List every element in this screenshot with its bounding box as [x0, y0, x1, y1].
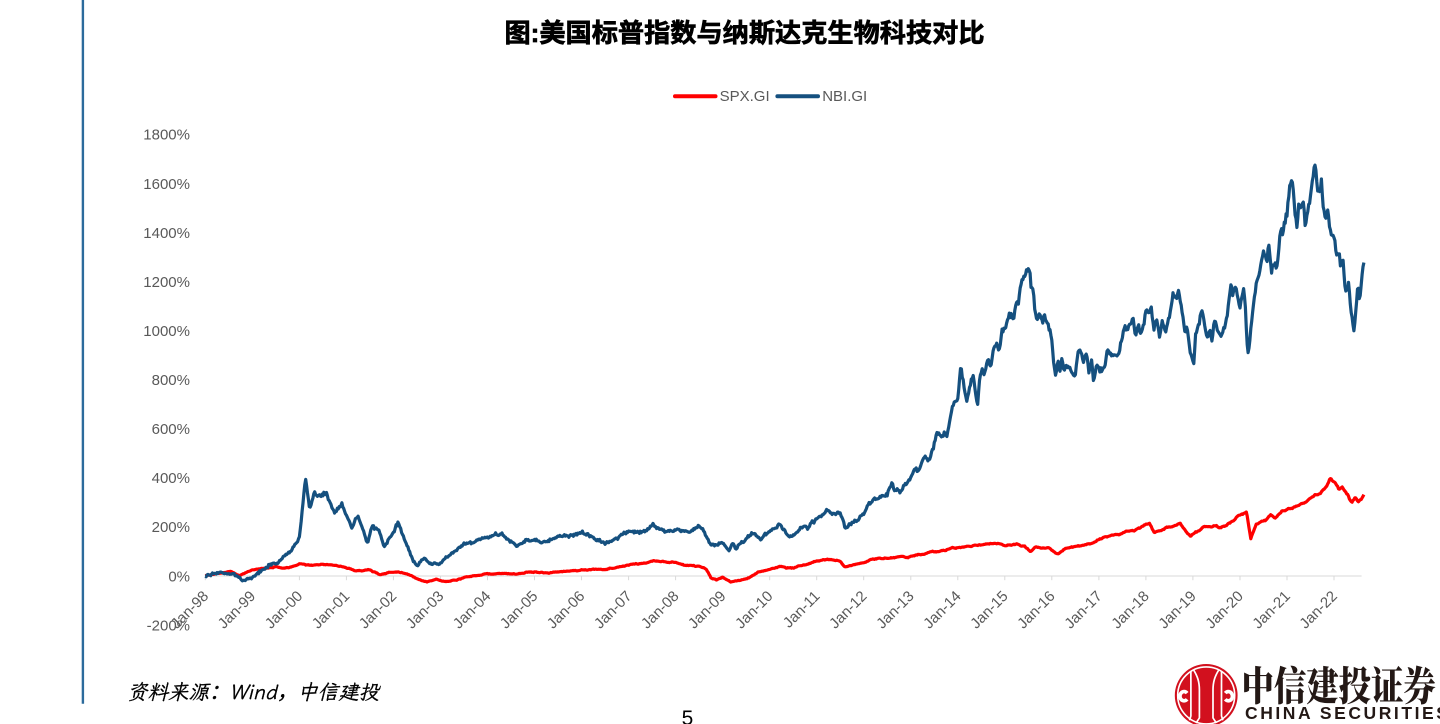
svg-text:1800%: 1800%	[143, 127, 190, 144]
svg-text:1000%: 1000%	[143, 323, 190, 340]
svg-text:200%: 200%	[152, 519, 190, 536]
svg-text:5: 5	[682, 707, 694, 724]
svg-text:1200%: 1200%	[143, 274, 190, 291]
svg-text:中信建投证券: 中信建投证券	[1242, 655, 1437, 712]
svg-text:资料来源：Wind，中信建投: 资料来源：Wind，中信建投	[127, 678, 382, 705]
svg-text:NBI.GI: NBI.GI	[822, 88, 867, 105]
svg-text:图:美国标普指数与纳斯达克生物科技对比: 图:美国标普指数与纳斯达克生物科技对比	[504, 12, 984, 50]
svg-text:CHINA SECURITIES: CHINA SECURITIES	[1245, 703, 1440, 723]
svg-text:600%: 600%	[152, 421, 190, 438]
svg-text:800%: 800%	[152, 372, 190, 389]
svg-text:400%: 400%	[152, 470, 190, 487]
svg-text:1400%: 1400%	[143, 225, 190, 242]
svg-text:-200%: -200%	[147, 617, 190, 634]
svg-text:0%: 0%	[168, 568, 190, 585]
svg-text:SPX.GI: SPX.GI	[720, 88, 770, 105]
svg-text:1600%: 1600%	[143, 176, 190, 193]
